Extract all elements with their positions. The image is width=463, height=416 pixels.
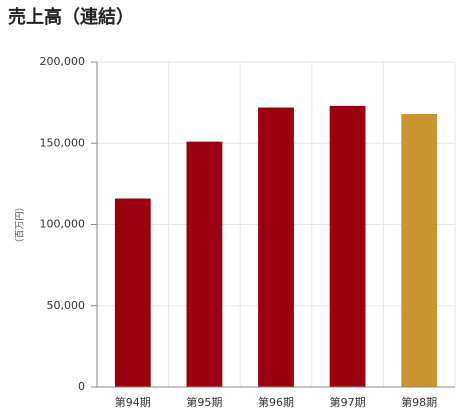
y-tick-label: 200,000 (40, 55, 86, 68)
bar (329, 105, 366, 387)
x-tick-label: 第95期 (186, 395, 222, 409)
y-tick-label: 0 (78, 380, 85, 393)
y-tick-label: 50,000 (47, 299, 86, 312)
x-tick-label: 第94期 (115, 395, 151, 409)
bar (258, 107, 294, 387)
y-axis-label: （百万円） (15, 202, 26, 247)
x-tick-label: 第97期 (330, 395, 366, 409)
y-tick-label: 150,000 (40, 136, 86, 149)
bar (401, 114, 438, 387)
bar (186, 141, 223, 387)
chart-title: 売上高（連結） (8, 6, 134, 28)
bar (114, 198, 151, 387)
x-tick-label: 第96期 (258, 395, 294, 409)
x-tick-label: 第98期 (401, 395, 437, 409)
y-tick-label: 100,000 (40, 218, 86, 231)
